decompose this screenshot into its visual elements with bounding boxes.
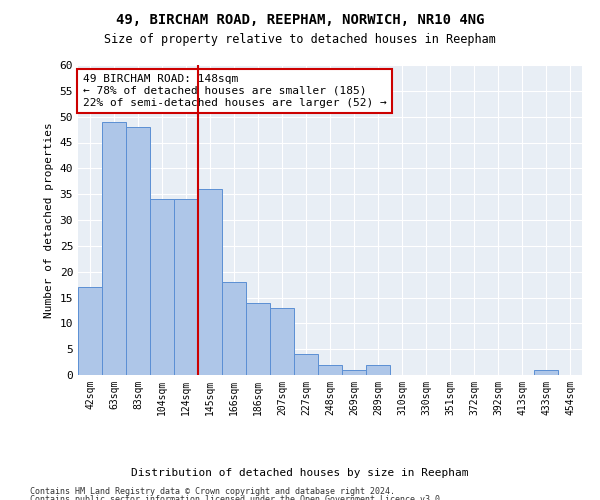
Bar: [366, 364, 390, 375]
Text: Size of property relative to detached houses in Reepham: Size of property relative to detached ho…: [104, 32, 496, 46]
Bar: [174, 200, 198, 375]
Bar: [150, 200, 174, 375]
Bar: [126, 127, 150, 375]
Bar: [534, 370, 558, 375]
Text: Distribution of detached houses by size in Reepham: Distribution of detached houses by size …: [131, 468, 469, 477]
Text: Contains public sector information licensed under the Open Government Licence v3: Contains public sector information licen…: [30, 495, 445, 500]
Bar: [342, 370, 366, 375]
Bar: [222, 282, 246, 375]
Text: 49, BIRCHAM ROAD, REEPHAM, NORWICH, NR10 4NG: 49, BIRCHAM ROAD, REEPHAM, NORWICH, NR10…: [116, 12, 484, 26]
Y-axis label: Number of detached properties: Number of detached properties: [44, 122, 54, 318]
Bar: [198, 189, 222, 375]
Bar: [102, 122, 126, 375]
Bar: [78, 287, 102, 375]
Text: 49 BIRCHAM ROAD: 148sqm
← 78% of detached houses are smaller (185)
22% of semi-d: 49 BIRCHAM ROAD: 148sqm ← 78% of detache…: [83, 74, 387, 108]
Bar: [294, 354, 318, 375]
Bar: [246, 302, 270, 375]
Bar: [270, 308, 294, 375]
Text: Contains HM Land Registry data © Crown copyright and database right 2024.: Contains HM Land Registry data © Crown c…: [30, 488, 395, 496]
Bar: [318, 364, 342, 375]
